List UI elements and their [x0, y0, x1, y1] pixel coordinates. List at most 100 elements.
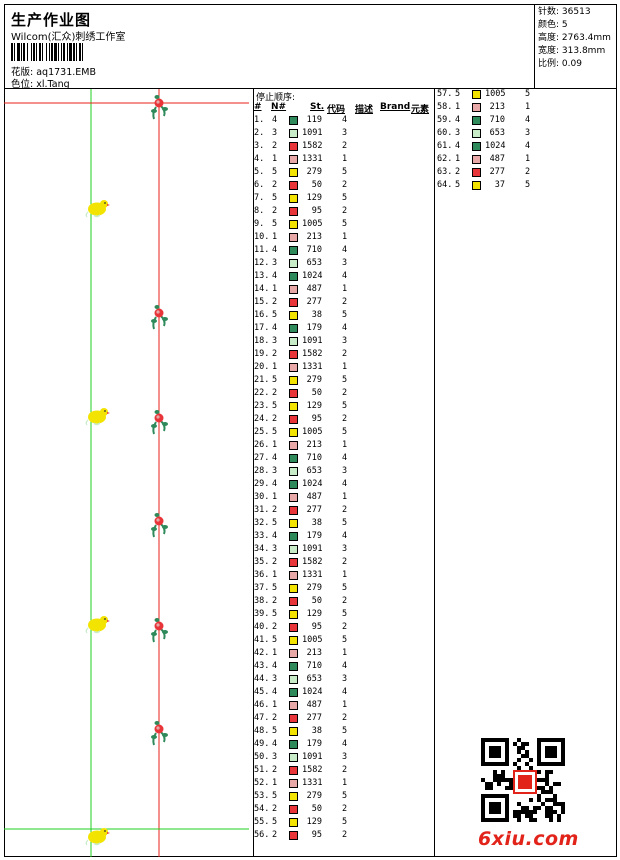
qr-module — [529, 758, 533, 762]
row-stitch-code: 95 — [311, 414, 322, 424]
row-index: 43. — [254, 661, 270, 671]
row-index: 20. — [254, 362, 270, 372]
color-swatch — [289, 701, 298, 710]
row-needle: 2 — [272, 596, 278, 606]
col-header-brand: Brand — [380, 102, 411, 112]
qr-module — [501, 778, 505, 782]
row-needle: 3 — [272, 544, 278, 554]
row-stitch-code: 50 — [311, 804, 322, 814]
table-row: 6. 2 50 2 — [254, 180, 434, 193]
row-index: 30. — [254, 492, 270, 502]
color-count-line: 颜色: 5 — [538, 19, 617, 32]
row-needle: 4 — [272, 479, 278, 489]
row-needle: 3 — [272, 258, 278, 268]
qr-module — [517, 750, 521, 754]
qr-module — [549, 770, 553, 774]
color-swatch — [289, 129, 298, 138]
rose-leaf — [151, 527, 157, 531]
qr-module — [537, 798, 541, 802]
row-index: 12. — [254, 258, 270, 268]
table-row: 31. 2 277 2 — [254, 505, 434, 518]
row-needle: 1 — [272, 154, 278, 164]
scale-line: 比例: 0.09 — [538, 58, 617, 71]
design-preview — [4, 89, 254, 857]
row-index: 35. — [254, 557, 270, 567]
table-row: 2. 3 1091 3 — [254, 128, 434, 141]
row-stitch-code: 38 — [311, 310, 322, 320]
row-index: 21. — [254, 375, 270, 385]
row-element: 5 — [342, 401, 348, 411]
row-stitch-code: 710 — [489, 115, 505, 125]
color-swatch — [289, 233, 298, 242]
row-stitch-code: 1582 — [302, 349, 323, 359]
row-needle: 4 — [272, 739, 278, 749]
row-element: 4 — [342, 479, 348, 489]
qr-module — [549, 814, 553, 818]
qr-module — [493, 774, 497, 778]
design-canvas — [4, 89, 249, 857]
qr-module — [541, 786, 545, 790]
row-needle: 4 — [272, 115, 278, 125]
column-divider — [434, 89, 435, 857]
color-swatch — [289, 168, 298, 177]
row-needle: 2 — [272, 622, 278, 632]
row-needle: 4 — [272, 661, 278, 671]
row-needle: 2 — [272, 180, 278, 190]
color-swatch — [289, 220, 298, 229]
color-swatch — [472, 116, 481, 125]
rose-center — [156, 100, 160, 104]
rose-leaf — [151, 632, 157, 636]
barcode-bar — [39, 43, 41, 61]
chick-beak — [107, 620, 110, 622]
row-stitch-code: 213 — [306, 440, 322, 450]
qr-module — [537, 770, 541, 774]
table-row: 60. 3 653 3 — [437, 128, 617, 141]
row-stitch-code: 1024 — [302, 479, 323, 489]
qr-module — [517, 814, 521, 818]
row-stitch-code: 95 — [311, 206, 322, 216]
row-index: 56. — [254, 830, 270, 840]
qr-module — [545, 806, 549, 810]
barcode-bar — [13, 43, 14, 61]
qr-module — [497, 774, 501, 778]
table-row: 17. 4 179 4 — [254, 323, 434, 336]
rose-leaf — [162, 630, 168, 634]
row-stitch-code: 1024 — [302, 271, 323, 281]
row-index: 40. — [254, 622, 270, 632]
row-element: 4 — [342, 453, 348, 463]
color-swatch — [289, 766, 298, 775]
row-index: 37. — [254, 583, 270, 593]
rose-leaf — [151, 319, 157, 323]
stitch-count: 36513 — [561, 7, 591, 17]
row-needle: 5 — [272, 726, 278, 736]
row-index: 55. — [254, 817, 270, 827]
barcode-bar — [17, 43, 20, 61]
color-swatch — [289, 506, 298, 515]
qr-module — [533, 810, 537, 814]
row-needle: 5 — [272, 219, 278, 229]
color-swatch — [289, 389, 298, 398]
row-index: 63. — [437, 167, 453, 177]
table-row: 27. 4 710 4 — [254, 453, 434, 466]
table-row: 13. 4 1024 4 — [254, 271, 434, 284]
row-index: 16. — [254, 310, 270, 320]
row-element: 1 — [342, 700, 348, 710]
row-element: 2 — [342, 388, 348, 398]
height-line: 高度: 2763.4mm — [538, 32, 617, 45]
chick-grass — [93, 842, 101, 846]
color-swatch — [472, 181, 481, 190]
row-needle: 5 — [272, 817, 278, 827]
qr-module — [537, 794, 541, 798]
qr-module — [525, 810, 529, 814]
row-stitch-code: 179 — [306, 739, 322, 749]
qr-module — [549, 818, 553, 822]
row-element: 1 — [342, 362, 348, 372]
row-stitch-code: 50 — [311, 388, 322, 398]
barcode-bar — [81, 43, 82, 61]
color-swatch — [289, 454, 298, 463]
barcode-bar — [61, 43, 62, 61]
color-swatch — [289, 298, 298, 307]
table-row: 50. 3 1091 3 — [254, 752, 434, 765]
row-element: 3 — [342, 466, 348, 476]
table-row: 51. 2 1582 2 — [254, 765, 434, 778]
